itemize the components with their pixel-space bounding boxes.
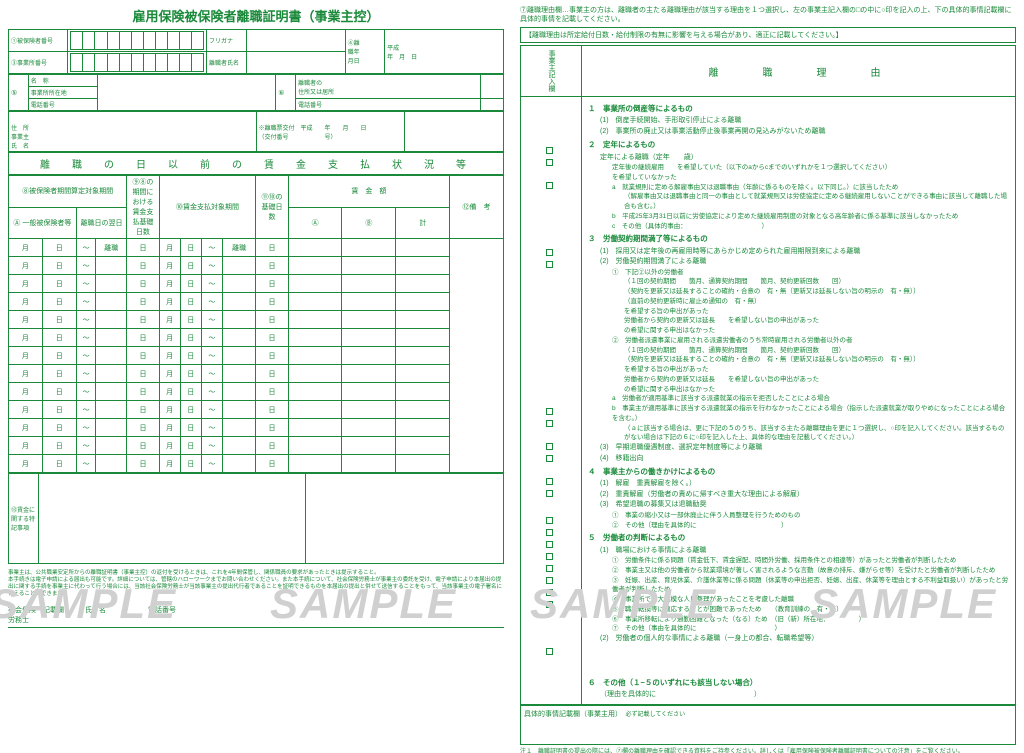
notes-right: 注１ 離職証明書の提出の際には、⑦欄の離職理由を確認できる資料をご持参ください。… (520, 749, 1016, 753)
checkbox[interactable] (546, 478, 553, 485)
checkbox[interactable] (546, 529, 553, 536)
checkbox[interactable] (546, 182, 553, 189)
checkbox[interactable] (546, 443, 553, 450)
checkbox[interactable] (546, 147, 553, 154)
checkbox[interactable] (546, 541, 553, 548)
checkbox[interactable] (546, 408, 553, 415)
checkbox[interactable] (546, 577, 553, 584)
checkbox[interactable] (546, 589, 553, 596)
checkbox[interactable] (546, 490, 553, 497)
address-table: ⑤ 名 称 ⑥ 離職者の住所又は居所 事業所所在地 電話番号 電話番号 (8, 74, 504, 111)
specific-circumstances-box: 具体的事情記載欄（事業主用） 必ず記載してください (520, 705, 1016, 745)
checkbox[interactable] (546, 565, 553, 572)
checkbox[interactable] (546, 553, 553, 560)
reason-table: 事業主記入欄 離 職 理 由 (520, 45, 1016, 705)
header-table: ①被保険者番号 フリガナ ④離職年月日 平成年 月 日 ③事業所番号 (8, 29, 504, 74)
insured-no-cells (68, 30, 207, 52)
bottom-notes: 事業主は、公共職業安定所からの離職証明書（事業主控）の返付を受けるときは、これを… (8, 570, 504, 599)
signature-line: 社会保険 記載欄 氏 名 電話番号 労務士 (8, 603, 504, 628)
receipt-table: 住 所 事業主 氏 名 ※離職票交付 平成 年 月 日 （交付番号 号） (8, 111, 504, 152)
office-no-label: ③事業所番号 (9, 52, 68, 74)
checkbox[interactable] (546, 455, 553, 462)
wage-section-title: 離 職 の 日 以 前 の 賃 金 支 払 状 況 等 (8, 152, 504, 175)
wage-table: ⑧被保険者期間算定対象期間 ⑨⑧の期間における賃金支払基礎日数 ⑩賃金支払対象期… (8, 175, 504, 473)
insured-no-label: ①被保険者番号 (9, 30, 68, 52)
checkbox[interactable] (546, 159, 553, 166)
remarks-table: ⑬賃金に関する特記事項 (8, 473, 504, 564)
instruction: ⑦離職理由欄…事業主の方は、離職者の主たる離職理由が該当する理由を１つ選択し、左… (520, 6, 1016, 24)
checkbox[interactable] (546, 601, 553, 608)
form-title: 雇用保険被保険者離職証明書（事業主控） (8, 6, 504, 25)
warning-box: 【離職理由は所定給付日数・給付制限の有無に影響を与える場合があり、適正に記載して… (520, 27, 1016, 43)
right-page: ⑦離職理由欄…事業主の方は、離職者の主たる離職理由が該当する理由を１つ選択し、左… (512, 0, 1024, 751)
checkbox-column (521, 97, 582, 705)
checkbox[interactable] (546, 648, 553, 655)
checkbox[interactable] (546, 420, 553, 427)
checkbox[interactable] (546, 249, 553, 256)
checkbox[interactable] (546, 261, 553, 268)
reason-content: １ 事業所の倒産等によるもの (1) 倒産手続開始、手形取引停止による離職 (2… (582, 97, 1016, 705)
checkbox[interactable] (546, 517, 553, 524)
sep-date-label: ④離職年月日 (345, 30, 385, 74)
left-page: 雇用保険被保険者離職証明書（事業主控） ①被保険者番号 フリガナ ④離職年月日 … (0, 0, 512, 751)
furigana-label: フリガナ (206, 30, 246, 52)
